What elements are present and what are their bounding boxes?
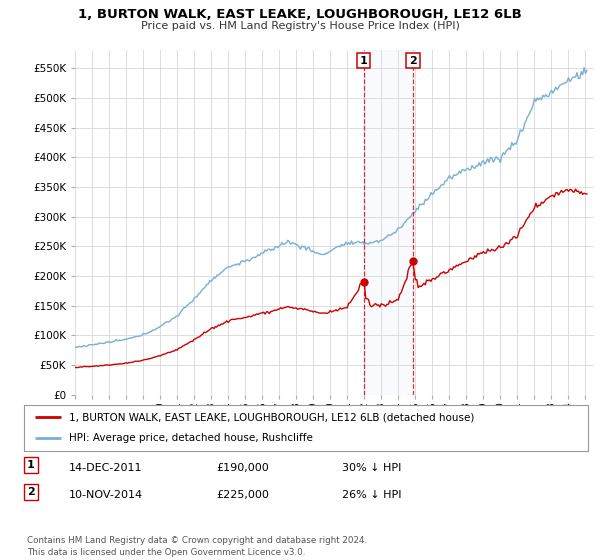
Text: 2: 2 [409, 55, 417, 66]
Text: 30% ↓ HPI: 30% ↓ HPI [342, 463, 401, 473]
Text: 1: 1 [360, 55, 367, 66]
Bar [364, 50, 413, 395]
Text: 2: 2 [27, 487, 35, 497]
Text: 14-DEC-2011: 14-DEC-2011 [69, 463, 143, 473]
Text: 1: 1 [27, 460, 35, 470]
Text: £190,000: £190,000 [216, 463, 269, 473]
Text: 1, BURTON WALK, EAST LEAKE, LOUGHBOROUGH, LE12 6LB: 1, BURTON WALK, EAST LEAKE, LOUGHBOROUGH… [78, 8, 522, 21]
Text: Contains HM Land Registry data © Crown copyright and database right 2024.
This d: Contains HM Land Registry data © Crown c… [27, 536, 367, 557]
Text: Price paid vs. HM Land Registry's House Price Index (HPI): Price paid vs. HM Land Registry's House … [140, 21, 460, 31]
Text: 10-NOV-2014: 10-NOV-2014 [69, 490, 143, 500]
Text: HPI: Average price, detached house, Rushcliffe: HPI: Average price, detached house, Rush… [69, 433, 313, 444]
Text: 26% ↓ HPI: 26% ↓ HPI [342, 490, 401, 500]
Text: 1, BURTON WALK, EAST LEAKE, LOUGHBOROUGH, LE12 6LB (detached house): 1, BURTON WALK, EAST LEAKE, LOUGHBOROUGH… [69, 412, 475, 422]
Text: £225,000: £225,000 [216, 490, 269, 500]
